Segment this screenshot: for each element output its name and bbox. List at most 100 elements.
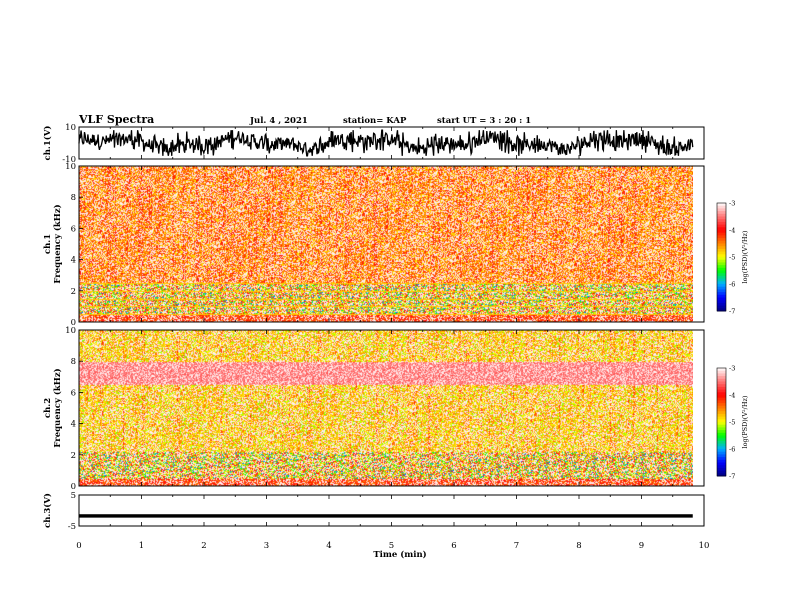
colorbar-swatch	[717, 376, 726, 380]
colorbar-swatch	[717, 446, 726, 450]
colorbar-tick-label: -3	[729, 365, 735, 373]
colorbar-swatch	[717, 240, 726, 244]
y-tick-label: 6	[71, 224, 76, 234]
colorbar-swatch	[717, 259, 726, 263]
spectrogram-image	[79, 166, 693, 322]
y-tick-label: 4	[71, 420, 76, 430]
colorbar-swatch	[717, 297, 726, 301]
colorbar-swatch	[717, 230, 726, 234]
colorbar-swatch	[717, 416, 726, 420]
y-tick-label: 2	[71, 451, 76, 461]
colorbar-swatch	[717, 408, 726, 412]
colorbar-swatch	[717, 473, 726, 477]
y-tick-label: 10	[65, 326, 76, 336]
x-tick-label: 9	[639, 541, 644, 551]
colorbar-swatch	[717, 302, 726, 307]
colorbar-swatch	[717, 435, 726, 439]
colorbar-swatch	[717, 273, 726, 277]
x-tick-label: 0	[76, 541, 81, 551]
colorbar-swatch	[717, 232, 726, 236]
colorbar-swatch	[717, 427, 726, 431]
x-tick-label: 7	[514, 541, 519, 551]
colorbar-swatch	[717, 457, 726, 461]
y-tick-label: 6	[71, 388, 76, 398]
colorbar-swatch	[717, 386, 726, 391]
x-tick-label: 4	[326, 541, 331, 551]
colorbar-tick-label: -5	[729, 419, 735, 427]
colorbar-swatch	[717, 413, 726, 418]
colorbar-swatch	[717, 284, 726, 288]
colorbar-swatch	[717, 286, 726, 290]
colorbar-swatch	[717, 308, 726, 312]
x-tick-label: 10	[699, 541, 710, 551]
colorbar-swatch	[717, 221, 726, 226]
colorbar-swatch	[717, 384, 726, 388]
colorbar-swatch	[717, 424, 726, 428]
colorbar-swatch	[717, 403, 726, 407]
colorbar-swatch	[717, 205, 726, 209]
colorbar-swatch	[717, 224, 726, 228]
colorbar-swatch	[717, 294, 726, 298]
colorbar-swatch	[717, 395, 726, 399]
colorbar-label: log(PSD)(V²/Hz)	[741, 230, 749, 283]
colorbar-swatch	[717, 373, 726, 377]
y-tick-label: 10	[65, 123, 76, 133]
colorbar-label: log(PSD)(V²/Hz)	[741, 395, 749, 448]
colorbar-frame	[716, 202, 727, 312]
y-axis-label: ch.2	[43, 398, 53, 418]
colorbar-swatch	[717, 257, 726, 261]
colorbar-swatch	[717, 459, 726, 463]
colorbar-swatch	[717, 262, 726, 266]
y-tick-label: 10	[65, 162, 76, 172]
y-tick-label: 0	[71, 482, 76, 492]
colorbar-tick-label: -6	[729, 446, 735, 454]
date-label: Jul. 4 , 2021	[249, 116, 308, 126]
colorbar-swatch	[717, 235, 726, 239]
y-axis-label: Frequency (kHz)	[52, 204, 63, 283]
colorbar-swatch	[717, 219, 726, 223]
colorbar-swatch	[717, 430, 726, 434]
ch3-series-band	[79, 514, 693, 518]
x-tick-label: 6	[451, 541, 456, 551]
ch1-colorbar: -3 -4 -5 -6 -7 log(PSD)(V²/Hz)	[716, 200, 749, 316]
y-tick-label: 2	[71, 287, 76, 297]
colorbar-swatch	[717, 465, 726, 469]
colorbar-swatch	[717, 216, 726, 220]
colorbar-swatch	[717, 378, 726, 382]
colorbar-swatch	[717, 208, 726, 212]
colorbar-swatch	[717, 300, 726, 304]
colorbar-tick-label: -6	[729, 281, 735, 289]
y-tick-label: 5	[71, 491, 76, 501]
colorbar-swatch	[717, 432, 726, 436]
ch3-waveform-frame	[78, 494, 705, 527]
x-tick-label: 2	[201, 541, 206, 551]
spectrogram-image	[79, 330, 693, 486]
colorbar-swatch	[717, 451, 726, 455]
colorbar-swatch	[717, 248, 726, 253]
colorbar-swatch	[717, 454, 726, 458]
station-label: station= KAP	[343, 116, 407, 126]
y-tick-label: 0	[71, 318, 76, 328]
colorbar-swatch	[717, 203, 726, 207]
colorbar-swatch	[717, 462, 726, 466]
colorbar-swatch	[717, 305, 726, 309]
colorbar-swatch	[717, 467, 726, 472]
colorbar-swatch	[717, 419, 726, 423]
y-axis-label: ch.3(V)	[42, 493, 53, 528]
colorbar-swatch	[717, 227, 726, 231]
colorbar-swatch	[717, 246, 726, 250]
colorbar-swatch	[717, 449, 726, 453]
y-axis-label: Frequency (kHz)	[52, 368, 63, 447]
colorbar-swatch	[717, 281, 726, 285]
y-axis-label: ch.1(V)	[42, 126, 53, 161]
colorbar-swatch	[717, 443, 726, 447]
time-axis: 0 1 2 3 4 5 6 7 8 9 10	[76, 541, 709, 551]
start-ut-label: start UT = 3 : 20 : 1	[437, 116, 531, 126]
ch1-series-line	[78, 129, 694, 157]
y-tick-label: -5	[68, 522, 76, 532]
y-tick-label: 8	[71, 193, 76, 203]
colorbar-swatch	[717, 267, 726, 271]
colorbar-swatch	[717, 470, 726, 474]
ch2-colorbar: -3 -4 -5 -6 -7 log(PSD)(V²/Hz)	[716, 365, 749, 481]
